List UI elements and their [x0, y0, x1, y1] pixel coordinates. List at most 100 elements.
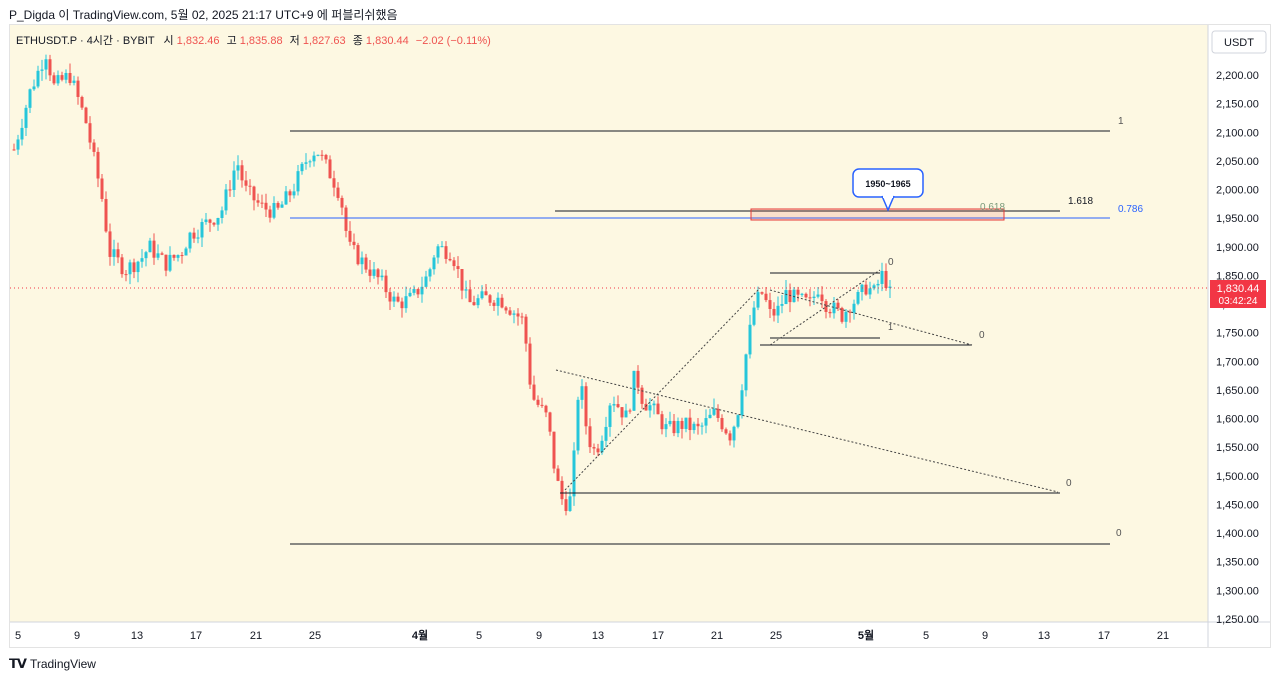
candle-body — [472, 302, 476, 306]
candle-body — [580, 386, 584, 400]
time-tick-label: 5 — [923, 630, 929, 642]
candle-body — [844, 311, 848, 322]
candle-body — [732, 426, 736, 441]
candle-body — [228, 189, 232, 191]
candles-layer — [12, 54, 892, 516]
candle-body — [164, 254, 168, 271]
candle-body — [444, 246, 448, 259]
candle-body — [604, 426, 608, 441]
candle-body — [100, 178, 104, 199]
candle-body — [376, 269, 380, 278]
candle-body — [708, 414, 712, 419]
callout-pointer — [881, 195, 895, 212]
candle-body — [420, 286, 424, 295]
candle-body — [80, 96, 84, 108]
candle-body — [300, 163, 304, 172]
high-value: 1,835.88 — [240, 35, 283, 47]
candle-body — [348, 230, 352, 242]
candle-body — [564, 499, 568, 511]
candle-body — [344, 207, 348, 231]
candle-body — [144, 252, 148, 259]
candle-body — [172, 254, 176, 258]
candle-body — [764, 293, 768, 301]
label-level-1: 1 — [1118, 116, 1124, 127]
candle-body — [884, 270, 888, 289]
candle-body — [740, 390, 744, 416]
candle-body — [252, 186, 256, 201]
candle-body — [124, 274, 128, 276]
close-label: 종 — [353, 35, 363, 47]
symbol-name: ETHUSDT.P · 4시간 · BYBIT — [16, 34, 155, 47]
candle-body — [528, 343, 532, 385]
candle-body — [364, 257, 368, 270]
candle-body — [240, 165, 244, 181]
candle-body — [264, 202, 268, 210]
price-tick-label: 2,150.00 — [1216, 99, 1259, 111]
callout-label: 1950~1965 — [865, 179, 910, 189]
currency-button[interactable] — [1211, 30, 1267, 54]
candle-body — [352, 241, 356, 246]
price-tick-label: 1,550.00 — [1216, 442, 1259, 454]
price-tick-label: 1,500.00 — [1216, 471, 1259, 483]
candle-body — [200, 222, 204, 238]
candle-body — [716, 408, 720, 418]
price-axis[interactable] — [1208, 25, 1270, 622]
time-tick-label: 13 — [131, 630, 143, 642]
candle-body — [568, 496, 572, 511]
projection-line-b[interactable] — [564, 287, 761, 491]
candle-body — [156, 253, 160, 258]
candle-body — [516, 313, 520, 317]
open-value: 1,832.46 — [177, 35, 220, 47]
time-tick-label: 21 — [711, 630, 723, 642]
candle-body — [412, 289, 416, 293]
candle-body — [796, 289, 800, 295]
candle-body — [736, 415, 740, 427]
candle-body — [208, 219, 212, 223]
plot-area[interactable] — [10, 25, 1208, 622]
candle-body — [36, 70, 40, 87]
candle-body — [680, 420, 684, 429]
time-axis[interactable] — [10, 622, 1270, 647]
price-tick-label: 1,900.00 — [1216, 242, 1259, 254]
candle-body — [388, 292, 392, 302]
time-tick-label: 13 — [1038, 630, 1050, 642]
chart-frame[interactable] — [9, 24, 1271, 648]
time-tick-label: 5월 — [858, 628, 874, 642]
last-price-tag[interactable] — [1210, 280, 1266, 308]
candle-body — [728, 433, 732, 441]
candle-body — [308, 161, 312, 163]
candle-body — [148, 240, 152, 253]
time-tick-label: 4월 — [412, 628, 428, 642]
candle-body — [468, 289, 472, 303]
candle-body — [760, 292, 764, 294]
label-fib-0786: 0.786 — [1118, 204, 1143, 215]
candle-body — [620, 407, 624, 418]
candle-body — [12, 149, 16, 151]
last-price-value: 1,830.44 — [1217, 283, 1260, 295]
candle-body — [24, 107, 28, 128]
candle-body — [48, 59, 52, 76]
candle-body — [808, 297, 812, 299]
label-level-0-right: 0 — [979, 330, 985, 341]
candle-body — [452, 260, 456, 267]
symbol-legend[interactable]: ETHUSDT.P · 4시간 · BYBIT 시 1,832.46 고 1,8… — [16, 34, 491, 47]
candle-body — [84, 107, 88, 124]
low-value: 1,827.63 — [303, 35, 346, 47]
tradingview-footer[interactable]: 𝗧𝗩 TradingView — [9, 656, 96, 672]
candle-body — [668, 420, 672, 425]
label-level-0-upper: 0 — [888, 257, 894, 268]
projection-line-d[interactable] — [769, 289, 973, 346]
price-tick-label: 2,000.00 — [1216, 185, 1259, 197]
time-tick-label: 17 — [652, 630, 664, 642]
candle-body — [532, 384, 536, 400]
candle-body — [572, 450, 576, 497]
candle-body — [112, 249, 116, 257]
candle-body — [448, 258, 452, 261]
candle-body — [232, 170, 236, 191]
candle-body — [832, 302, 836, 314]
candle-body — [552, 431, 556, 469]
publish-caption: P_Digda 이 TradingView.com, 5월 02, 2025 2… — [9, 8, 398, 22]
candle-body — [336, 187, 340, 198]
resistance-zone[interactable] — [750, 208, 1005, 221]
